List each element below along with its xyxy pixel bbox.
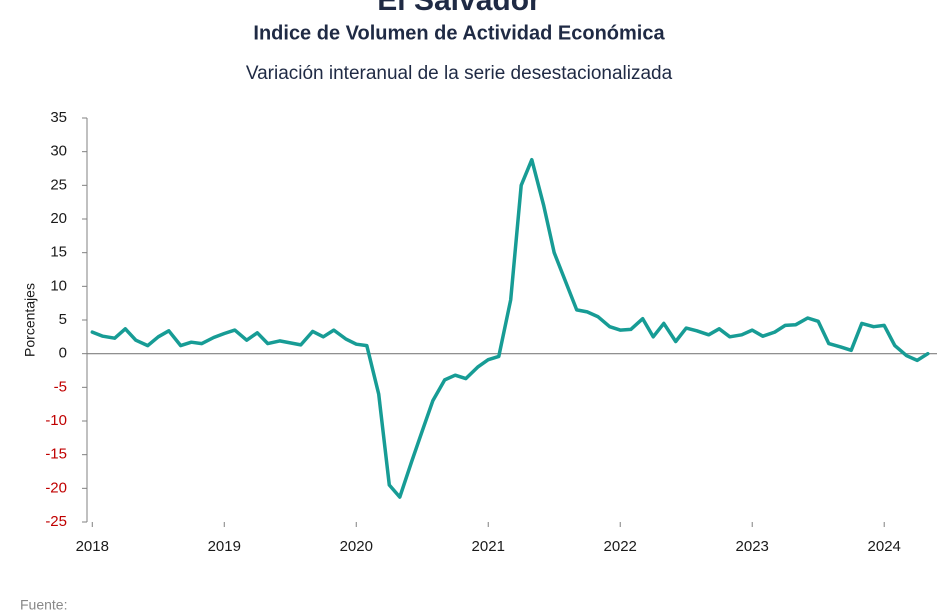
y-tick-label: 5	[59, 311, 67, 328]
x-tick-label: 2021	[472, 538, 505, 555]
y-tick-label: -5	[54, 378, 67, 395]
y-tick-label: -15	[45, 446, 67, 463]
y-tick-label: 15	[50, 244, 67, 261]
y-tick-label: 10	[50, 277, 67, 294]
x-tick-label: 2023	[736, 538, 769, 555]
x-tick-label: 2018	[76, 538, 109, 555]
y-tick-label: 35	[50, 109, 67, 126]
y-tick-label: 20	[50, 210, 67, 227]
y-tick-label: -20	[45, 479, 67, 496]
x-tick-label: 2020	[340, 538, 373, 555]
y-tick-label: 25	[50, 176, 67, 193]
x-tick-label: 2019	[208, 538, 241, 555]
chart-title: El Salvador	[377, 0, 541, 17]
y-tick-label: 30	[50, 143, 67, 160]
line	[90, 157, 930, 499]
x-tick-label: 2024	[868, 538, 901, 555]
y-axis-label: Porcentajes	[22, 283, 38, 357]
chart-subtitle: Indice de Volumen de Actividad Económica	[253, 22, 665, 44]
y-tick-label: 0	[59, 345, 67, 362]
y-tick-label: -10	[45, 412, 67, 429]
x-tick-label: 2022	[604, 538, 637, 555]
source: Fuente:	[20, 597, 67, 613]
y-tick-label: -25	[45, 513, 67, 530]
chart-subtitle-2: Variación interanual de la serie desesta…	[246, 63, 673, 84]
